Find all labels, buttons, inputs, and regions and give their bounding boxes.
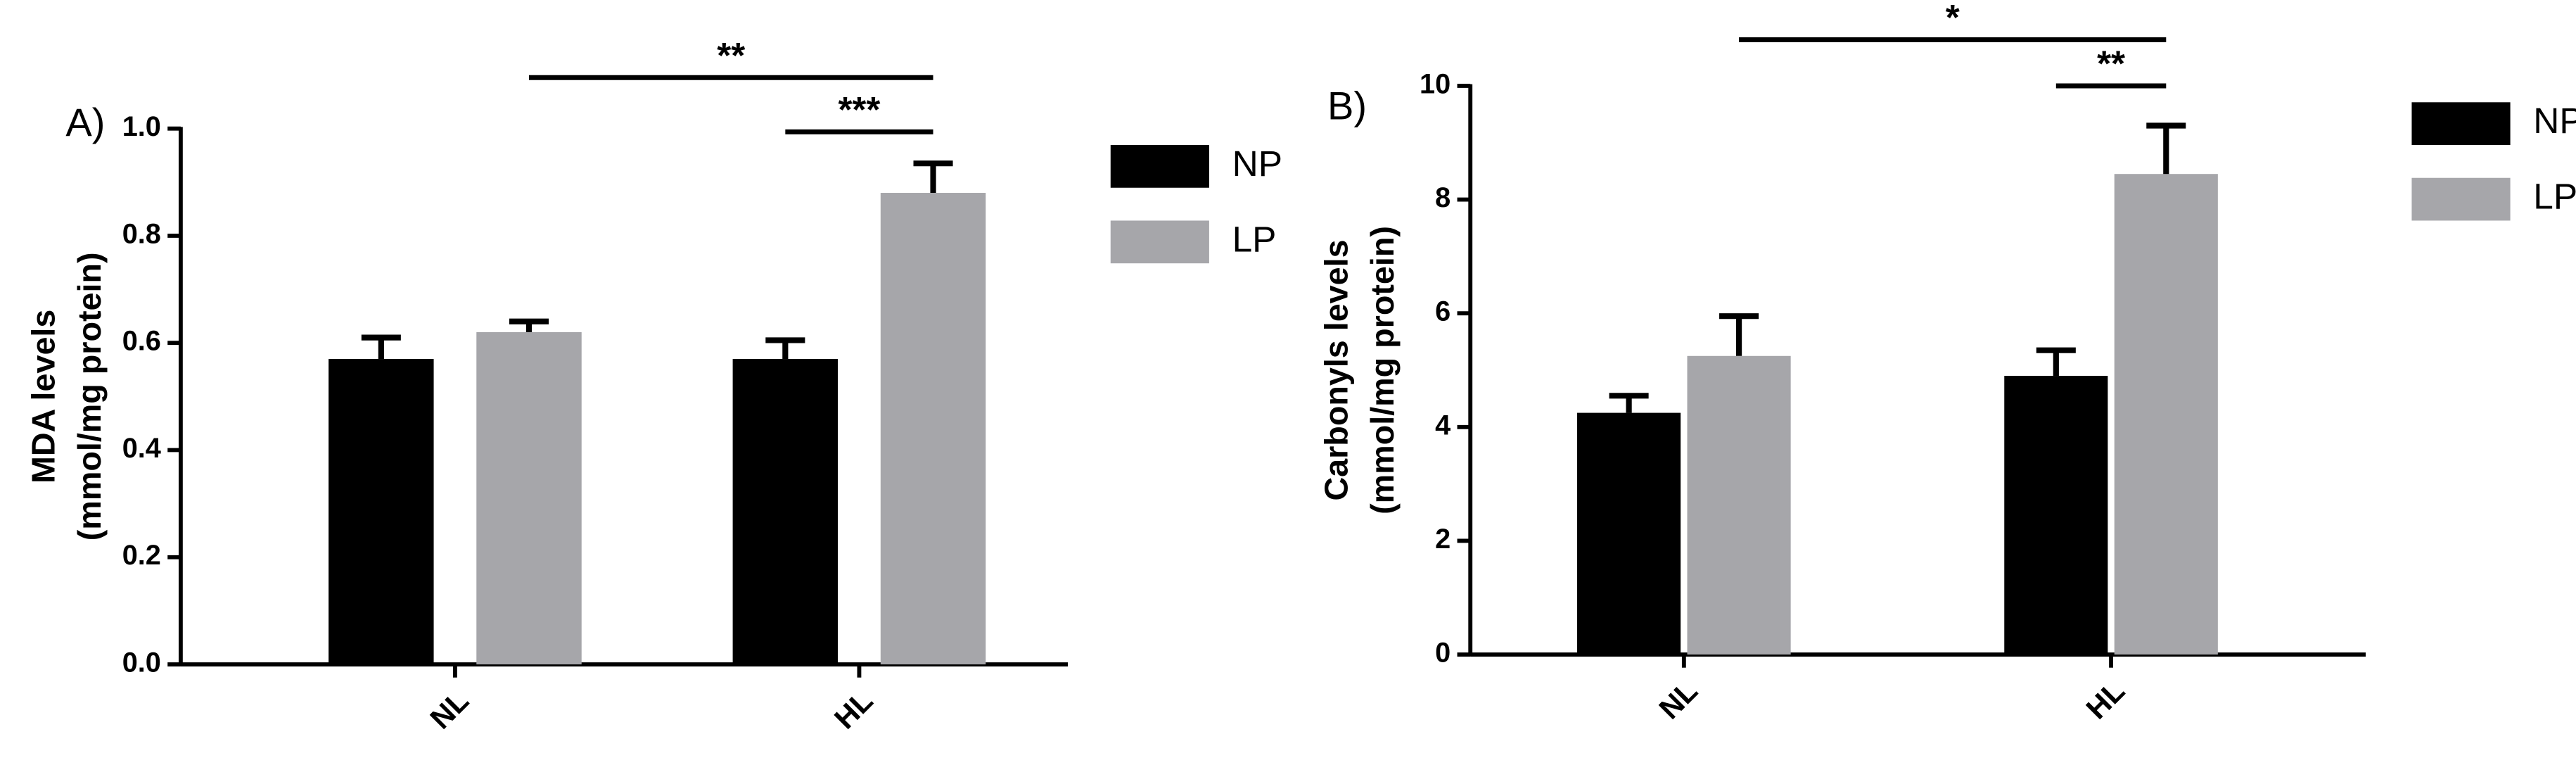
x-tick-label: HL [828, 684, 879, 735]
panel-label: A) [65, 100, 105, 144]
x-tick-label: NL [423, 684, 475, 735]
legend-label: LP [2533, 176, 2576, 217]
panel-label: B) [1327, 83, 1367, 127]
y-tick-label: 0.6 [122, 326, 161, 357]
y-tick-label: 1.0 [122, 111, 161, 142]
y-tick-label: 0.2 [122, 540, 161, 571]
significance-label: * [1946, 0, 1960, 37]
error-bar [2036, 347, 2076, 377]
error-bar [913, 160, 953, 194]
y-axis-label: (mmol/mg protein) [1364, 226, 1401, 514]
y-axis-label: (mmol/mg protein) [71, 252, 108, 540]
error-bar [1609, 393, 1649, 413]
bar [329, 359, 434, 665]
bar [1687, 355, 1791, 655]
legend-swatch [1110, 220, 1209, 264]
legend-label: NP [2533, 100, 2576, 141]
y-tick-label: 0.8 [122, 218, 161, 249]
legend-swatch [2411, 102, 2511, 146]
legend-label: NP [1232, 143, 1282, 184]
y-tick-label: 10 [1420, 68, 1450, 99]
error-bar [509, 318, 549, 332]
x-tick-label: NL [1652, 674, 1704, 726]
bar [732, 359, 839, 665]
error-bar [2146, 122, 2186, 175]
y-tick-label: 0.4 [122, 433, 161, 464]
y-tick-label: 2 [1435, 524, 1450, 555]
y-tick-label: 0.0 [122, 647, 161, 678]
y-tick-label: 8 [1435, 182, 1450, 213]
x-tick-label: HL [2079, 674, 2131, 726]
legend-swatch [2411, 177, 2511, 221]
legend-label: LP [1232, 218, 1277, 259]
bar [1577, 412, 1681, 655]
significance-label: *** [838, 89, 880, 129]
legend-swatch [1110, 145, 1209, 188]
error-bar [1719, 313, 1759, 356]
bar [2004, 376, 2108, 655]
bar [476, 331, 582, 665]
y-axis-label: MDA levels [25, 310, 62, 483]
bar [880, 193, 986, 665]
bar [2114, 174, 2218, 655]
significance-label: ** [717, 34, 745, 75]
y-tick-label: 0 [1435, 638, 1450, 669]
y-tick-label: 6 [1435, 296, 1450, 327]
y-tick-label: 4 [1435, 410, 1450, 441]
y-axis-label: Carbonyls levels [1318, 239, 1355, 500]
error-bar [361, 334, 401, 360]
error-bar [765, 337, 805, 360]
significance-label: ** [2097, 43, 2125, 84]
